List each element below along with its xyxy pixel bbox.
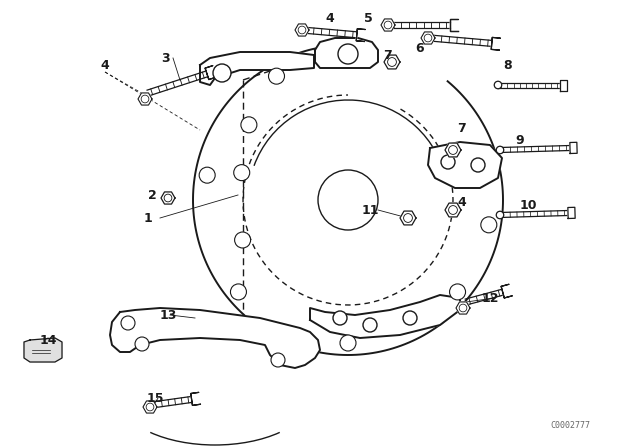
Circle shape xyxy=(496,146,504,154)
Polygon shape xyxy=(381,19,395,31)
Polygon shape xyxy=(445,203,461,217)
Text: 8: 8 xyxy=(504,59,512,72)
Text: 7: 7 xyxy=(383,48,392,61)
Circle shape xyxy=(481,217,497,233)
Text: 12: 12 xyxy=(481,292,499,305)
Circle shape xyxy=(471,158,485,172)
Circle shape xyxy=(135,337,149,351)
Circle shape xyxy=(271,353,285,367)
Polygon shape xyxy=(568,207,575,219)
Circle shape xyxy=(121,316,135,330)
Polygon shape xyxy=(450,19,458,31)
Text: 4: 4 xyxy=(326,12,334,25)
Text: 4: 4 xyxy=(100,59,109,72)
Circle shape xyxy=(496,211,504,219)
Polygon shape xyxy=(191,392,200,405)
Polygon shape xyxy=(356,29,365,42)
Circle shape xyxy=(230,284,246,300)
Text: 7: 7 xyxy=(458,121,467,134)
Circle shape xyxy=(494,81,502,89)
Polygon shape xyxy=(560,79,567,90)
Text: 3: 3 xyxy=(161,52,170,65)
Circle shape xyxy=(363,318,377,332)
Text: 15: 15 xyxy=(147,392,164,405)
Polygon shape xyxy=(310,295,460,338)
Circle shape xyxy=(449,284,465,300)
Circle shape xyxy=(441,155,455,169)
Polygon shape xyxy=(428,142,502,188)
Polygon shape xyxy=(445,143,461,157)
Polygon shape xyxy=(384,55,400,69)
Polygon shape xyxy=(161,192,175,204)
Circle shape xyxy=(234,164,250,181)
Polygon shape xyxy=(456,302,470,314)
Polygon shape xyxy=(24,338,62,362)
Polygon shape xyxy=(295,24,309,36)
Text: 1: 1 xyxy=(143,211,152,224)
Text: 5: 5 xyxy=(364,12,372,25)
Circle shape xyxy=(199,167,215,183)
Polygon shape xyxy=(205,66,216,80)
Text: 11: 11 xyxy=(361,203,379,216)
Polygon shape xyxy=(501,284,512,298)
Circle shape xyxy=(269,68,285,84)
Circle shape xyxy=(333,311,347,325)
Text: 6: 6 xyxy=(416,42,424,55)
Circle shape xyxy=(241,117,257,133)
Text: 9: 9 xyxy=(516,134,524,146)
Text: 2: 2 xyxy=(148,189,156,202)
Text: 10: 10 xyxy=(519,198,537,211)
Polygon shape xyxy=(200,52,314,85)
Circle shape xyxy=(213,64,231,82)
Circle shape xyxy=(340,335,356,351)
Circle shape xyxy=(235,232,251,248)
Text: 4: 4 xyxy=(458,195,467,208)
Text: 13: 13 xyxy=(159,309,177,322)
Circle shape xyxy=(338,44,358,64)
Polygon shape xyxy=(110,308,320,368)
Polygon shape xyxy=(570,142,577,154)
Text: C0002777: C0002777 xyxy=(550,421,590,430)
Polygon shape xyxy=(492,38,500,50)
Text: 14: 14 xyxy=(39,333,57,346)
Circle shape xyxy=(403,311,417,325)
Circle shape xyxy=(318,170,378,230)
Polygon shape xyxy=(400,211,416,225)
Polygon shape xyxy=(421,32,435,44)
Polygon shape xyxy=(138,93,152,105)
Polygon shape xyxy=(315,38,378,68)
Polygon shape xyxy=(143,401,157,413)
